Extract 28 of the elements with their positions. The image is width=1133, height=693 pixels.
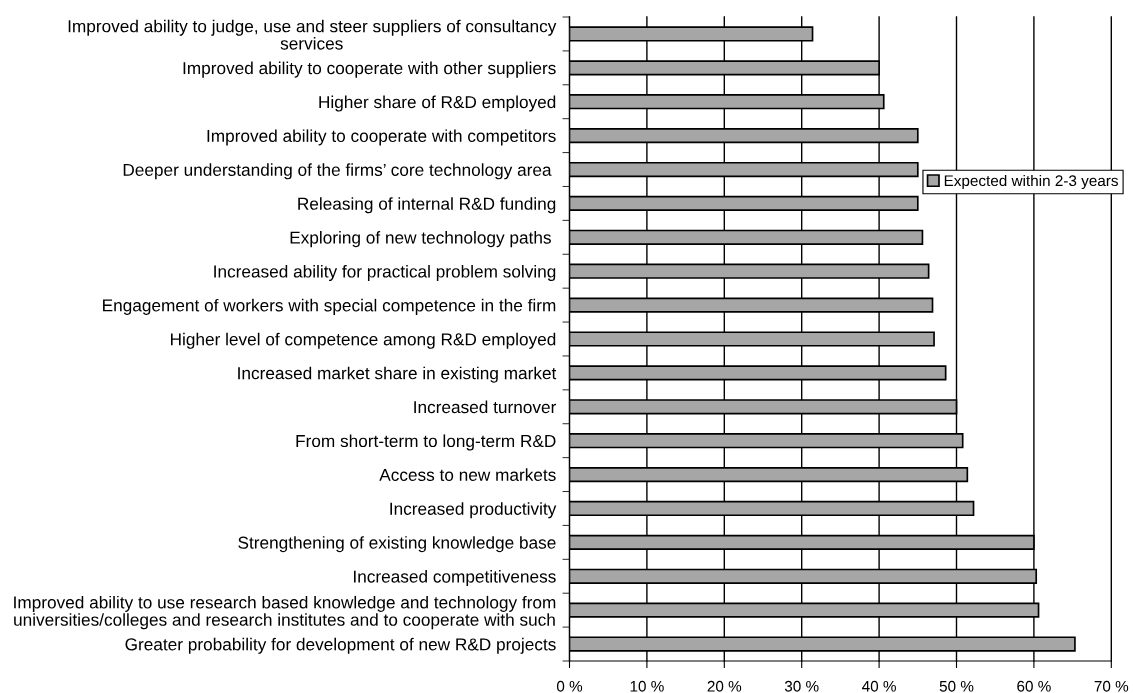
x-tick-label: 20 % xyxy=(707,680,742,692)
x-tick-label: 60 % xyxy=(1017,680,1051,692)
y-tick-label: Engagement of workers with special competence in the firm xyxy=(103,298,556,315)
y-tick-label: Access to new markets xyxy=(379,468,556,481)
x-tick-label: 50 % xyxy=(939,680,974,692)
y-tick-label: Exploring of new technology paths xyxy=(290,231,551,248)
y-tick-label: Improved ability to use research based knowledge and technology from universities/colleges and research institutes and to cooperate with such xyxy=(14,595,556,630)
y-tick-label: Improved ability to judge, use and steer suppliers of consultancy services xyxy=(68,19,557,50)
y-tick-label: Increased competitiveness xyxy=(354,570,556,587)
y-tick-label: Increased ability for practical problem solving xyxy=(214,264,556,282)
y-tick-label: Improved ability to cooperate with other suppliers xyxy=(183,61,556,78)
y-tick-label: Higher share of R&D employed xyxy=(319,95,556,112)
x-tick-label: 0 % xyxy=(556,680,583,692)
legend-label: Expected within 2-3 years xyxy=(944,174,1118,190)
y-tick-label: Greater probability for development of new R&D projects xyxy=(125,637,556,654)
x-tick-label: 30 % xyxy=(784,680,819,692)
y-tick-label: Higher level of competence among R&D employed xyxy=(171,332,556,349)
y-tick-label: Increased productivity xyxy=(390,502,557,519)
y-tick-label: From short-term to long-term R&D xyxy=(296,434,556,451)
y-tick-label: Strengthening of existing knowledge base xyxy=(238,536,556,553)
y-tick-label: Releasing of internal R&D funding xyxy=(298,197,556,214)
x-tick-label: 40 % xyxy=(862,680,896,692)
y-tick-label: Increased turnover xyxy=(414,400,557,414)
x-tick-label: 10 % xyxy=(630,680,664,692)
y-tick-label: Increased market share in existing market xyxy=(238,366,557,383)
x-tick-label: 70 % xyxy=(1094,680,1129,692)
y-tick-label: Deeper understanding of the firms’ core technology area xyxy=(123,163,552,180)
y-tick-label: Improved ability to cooperate with competitors xyxy=(207,129,556,146)
